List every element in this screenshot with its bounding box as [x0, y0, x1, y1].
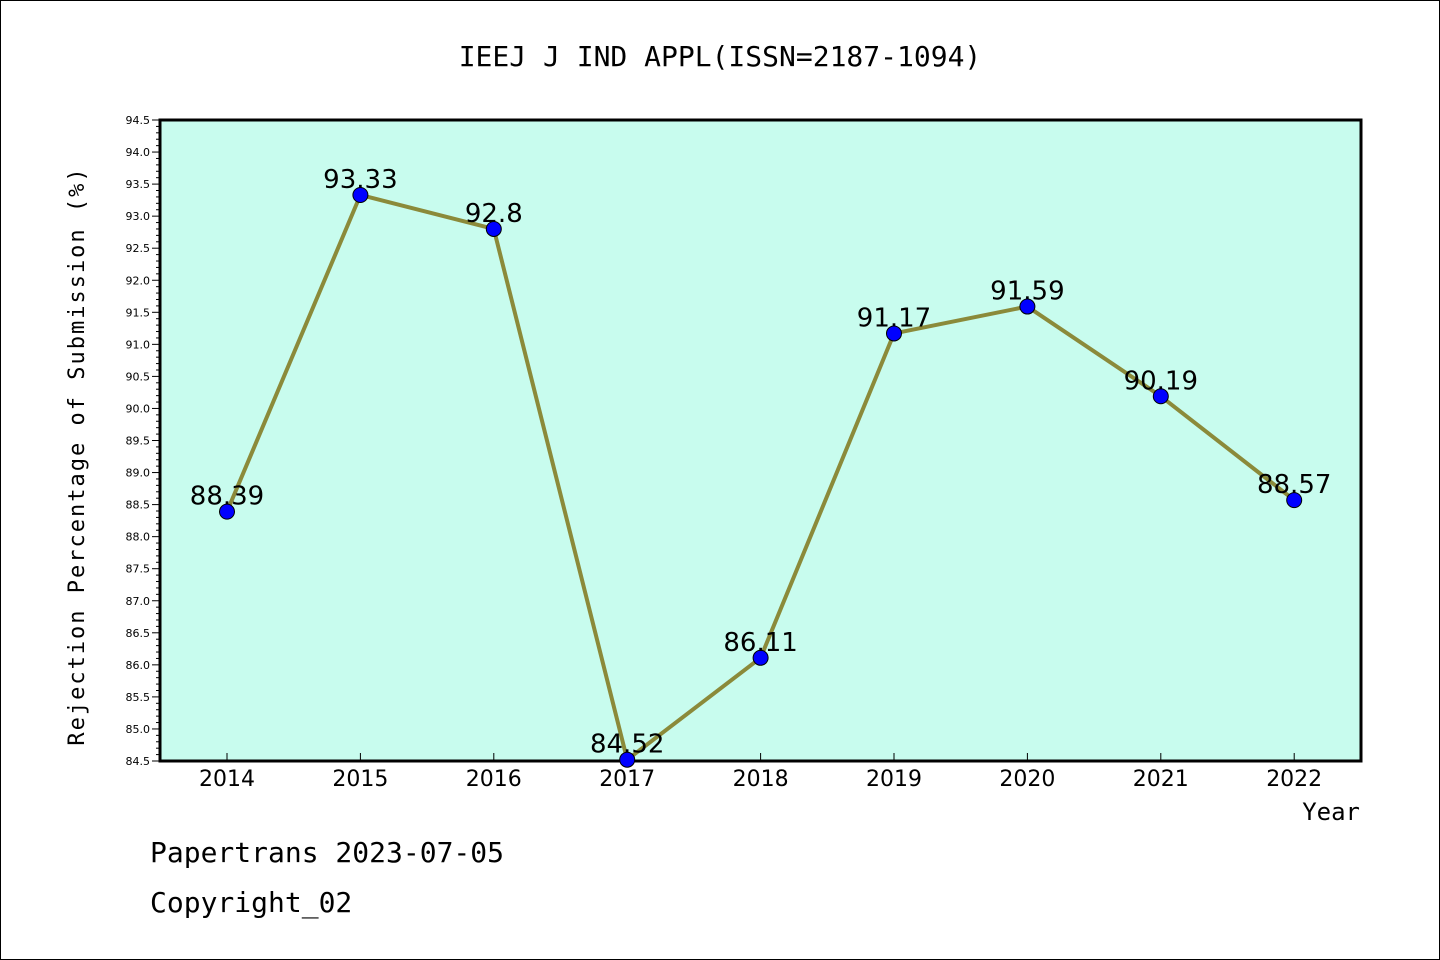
y-tick-label: 93.5	[126, 178, 151, 191]
data-point	[1286, 492, 1303, 509]
x-tick-label: 2022	[1266, 767, 1322, 792]
y-tick-label: 92.5	[126, 242, 151, 255]
y-tick-label: 93.0	[126, 210, 151, 223]
data-label: 92.8	[465, 199, 523, 229]
data-point	[886, 325, 902, 342]
x-tick-label: 2014	[199, 767, 255, 792]
y-tick-label: 88.5	[126, 499, 151, 512]
data-point	[1152, 388, 1169, 405]
y-tick-label: 91.0	[126, 338, 151, 351]
x-tick-label: 2016	[466, 767, 522, 792]
x-tick-label: 2021	[1133, 767, 1189, 792]
y-tick-label: 89.5	[126, 435, 151, 448]
data-point	[219, 503, 235, 520]
x-tick-label: 2018	[733, 767, 789, 792]
data-label: 93.33	[323, 165, 397, 195]
y-tick-label: 88.0	[126, 531, 151, 544]
data-label: 88.57	[1257, 470, 1331, 500]
y-tick-label: 94.0	[126, 146, 151, 159]
x-tick-label: 2020	[999, 767, 1055, 792]
y-axis-label: Rejection Percentage of Submission (%)	[65, 166, 90, 745]
y-tick-label: 87.5	[126, 563, 151, 576]
data-label: 86.11	[723, 628, 797, 658]
footer-date: Papertrans 2023-07-05	[150, 836, 505, 869]
y-tick-label: 85.0	[126, 723, 151, 736]
data-label: 91.17	[857, 303, 931, 333]
data-point	[619, 751, 636, 768]
x-tick-label: 2017	[599, 767, 655, 792]
y-axis-ticks: 84.5 85.0 85.5 86.0 86.5 87.0 87.5 88.0 88.5 89.0…	[126, 114, 160, 768]
data-label: 91.59	[990, 277, 1064, 307]
footer-copyright: Copyright_02	[150, 886, 353, 919]
y-tick-label: 94.5	[126, 114, 151, 127]
y-tick-label: 86.0	[126, 659, 151, 672]
y-tick-label: 90.5	[126, 370, 151, 383]
x-axis-ticks: 2014 2015 2016 2017 2018 2019 2020 2021 2022	[199, 753, 1322, 792]
data-label: 84.52	[590, 730, 664, 760]
data-point	[485, 220, 502, 237]
y-tick-label: 84.5	[126, 755, 151, 768]
x-tick-label: 2019	[866, 767, 922, 792]
y-tick-label: 86.5	[126, 627, 151, 640]
y-tick-label: 91.5	[126, 306, 151, 319]
data-label: 90.19	[1124, 366, 1198, 396]
x-tick-label: 2015	[332, 767, 388, 792]
data-label: 88.39	[190, 482, 264, 512]
y-tick-label: 90.0	[126, 402, 151, 415]
y-tick-label: 89.0	[126, 467, 151, 480]
y-tick-label: 92.0	[126, 274, 151, 287]
y-tick-label: 87.0	[126, 595, 151, 608]
data-point	[752, 649, 769, 666]
chart-title: IEEJ J IND APPL(ISSN=2187-1094)	[459, 40, 982, 73]
data-point	[352, 186, 369, 203]
series-line-group: 88.39 93.33 92.8 84.52 86.11 91.17 91.59 90.19 8…	[190, 165, 1331, 768]
y-tick-label: 85.5	[126, 691, 151, 704]
data-point	[1019, 298, 1036, 315]
x-axis-label: Year	[1302, 798, 1360, 826]
